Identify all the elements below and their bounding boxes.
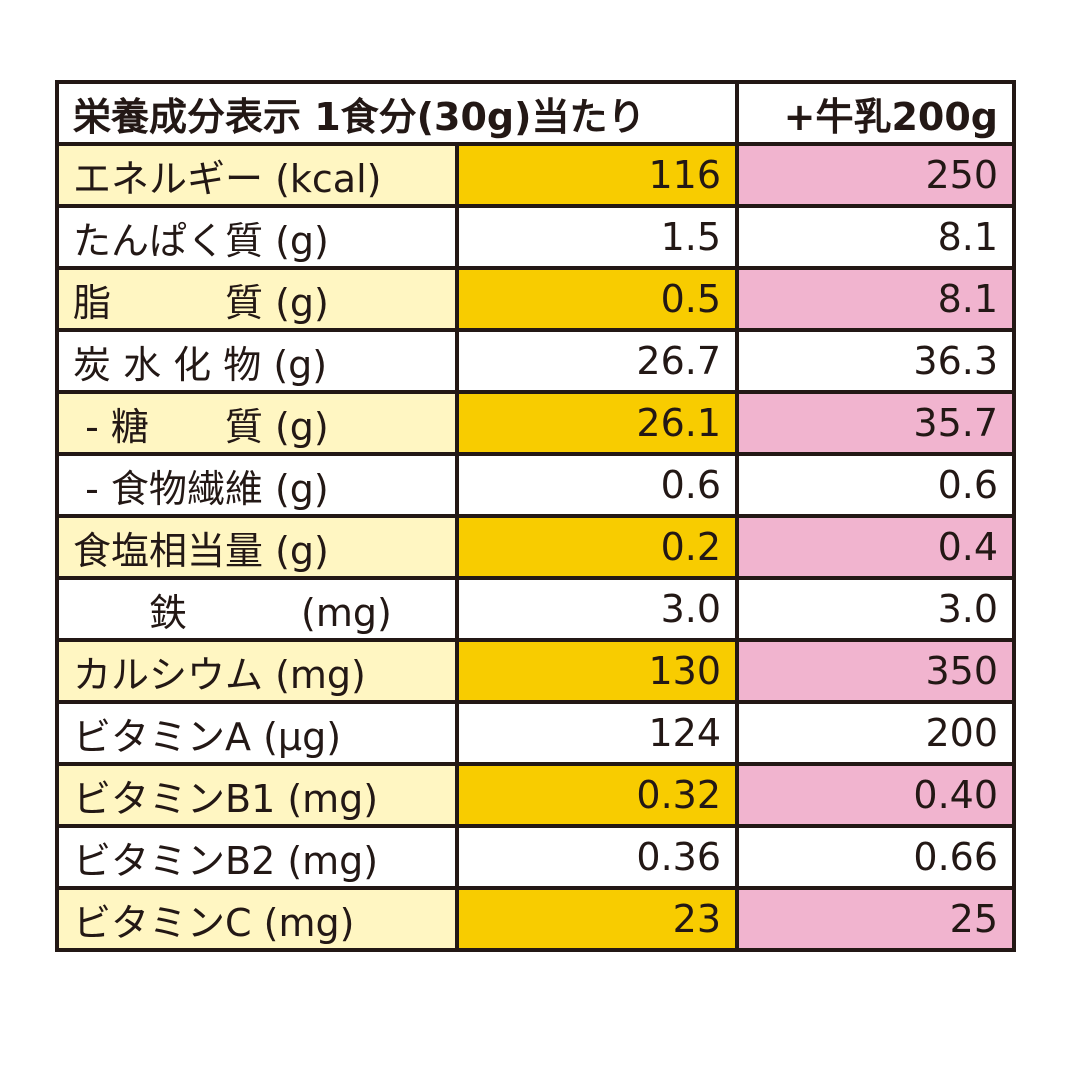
- table-row: たんぱく質 (g) 1.5 8.1: [55, 204, 1016, 270]
- nutrient-label: 鉄 (mg): [55, 576, 459, 642]
- nutrient-label: 炭 水 化 物 (g): [55, 328, 459, 394]
- table-row: エネルギー (kcal) 116 250: [55, 142, 1016, 208]
- table-row: 鉄 (mg) 3.0 3.0: [55, 576, 1016, 642]
- table-row: ビタミンA (μg) 124 200: [55, 700, 1016, 766]
- with-milk-value: 0.4: [735, 514, 1016, 580]
- with-milk-value: 8.1: [735, 266, 1016, 332]
- nutrient-label: 食塩相当量 (g): [55, 514, 459, 580]
- per-serving-value: 23: [455, 886, 739, 952]
- with-milk-value: 0.6: [735, 452, 1016, 518]
- per-serving-value: 26.7: [455, 328, 739, 394]
- nutrient-label: 脂 質 (g): [55, 266, 459, 332]
- per-serving-value: 130: [455, 638, 739, 704]
- with-milk-value: 250: [735, 142, 1016, 208]
- table-body: 栄養成分表示 1食分(30g)当たり +牛乳200g エネルギー (kcal) 1…: [55, 80, 1016, 952]
- nutrient-label: ビタミンC (mg): [55, 886, 459, 952]
- nutrient-label: たんぱく質 (g): [55, 204, 459, 270]
- per-serving-value: 0.36: [455, 824, 739, 890]
- nutrient-label: ビタミンB1 (mg): [55, 762, 459, 828]
- table-row: 脂 質 (g) 0.5 8.1: [55, 266, 1016, 332]
- with-milk-value: 0.66: [735, 824, 1016, 890]
- table-row: - 糖 質 (g) 26.1 35.7: [55, 390, 1016, 456]
- nutrient-label: カルシウム (mg): [55, 638, 459, 704]
- with-milk-value: 3.0: [735, 576, 1016, 642]
- table-row: カルシウム (mg) 130 350: [55, 638, 1016, 704]
- with-milk-value: 36.3: [735, 328, 1016, 394]
- with-milk-value: 35.7: [735, 390, 1016, 456]
- per-serving-value: 26.1: [455, 390, 739, 456]
- per-serving-value: 124: [455, 700, 739, 766]
- per-serving-value: 3.0: [455, 576, 739, 642]
- header-milk: +牛乳200g: [735, 80, 1016, 146]
- per-serving-value: 0.2: [455, 514, 739, 580]
- per-serving-value: 0.6: [455, 452, 739, 518]
- with-milk-value: 25: [735, 886, 1016, 952]
- per-serving-value: 1.5: [455, 204, 739, 270]
- with-milk-value: 8.1: [735, 204, 1016, 270]
- table-row: - 食物繊維 (g) 0.6 0.6: [55, 452, 1016, 518]
- nutrient-label: - 食物繊維 (g): [55, 452, 459, 518]
- nutrient-label: ビタミンB2 (mg): [55, 824, 459, 890]
- per-serving-value: 0.32: [455, 762, 739, 828]
- nutrient-label: エネルギー (kcal): [55, 142, 459, 208]
- per-serving-value: 0.5: [455, 266, 739, 332]
- with-milk-value: 0.40: [735, 762, 1016, 828]
- nutrition-table: 栄養成分表示 1食分(30g)当たり +牛乳200g エネルギー (kcal) 1…: [55, 80, 1016, 952]
- header-title: 栄養成分表示 1食分(30g)当たり: [55, 80, 739, 146]
- per-serving-value: 116: [455, 142, 739, 208]
- with-milk-value: 200: [735, 700, 1016, 766]
- table-row: ビタミンC (mg) 23 25: [55, 886, 1016, 952]
- nutrient-label: ビタミンA (μg): [55, 700, 459, 766]
- table-row: ビタミンB1 (mg) 0.32 0.40: [55, 762, 1016, 828]
- nutrient-label: - 糖 質 (g): [55, 390, 459, 456]
- table-row: ビタミンB2 (mg) 0.36 0.66: [55, 824, 1016, 890]
- with-milk-value: 350: [735, 638, 1016, 704]
- table-row: 炭 水 化 物 (g) 26.7 36.3: [55, 328, 1016, 394]
- header-row: 栄養成分表示 1食分(30g)当たり +牛乳200g: [55, 80, 1016, 146]
- table-row: 食塩相当量 (g) 0.2 0.4: [55, 514, 1016, 580]
